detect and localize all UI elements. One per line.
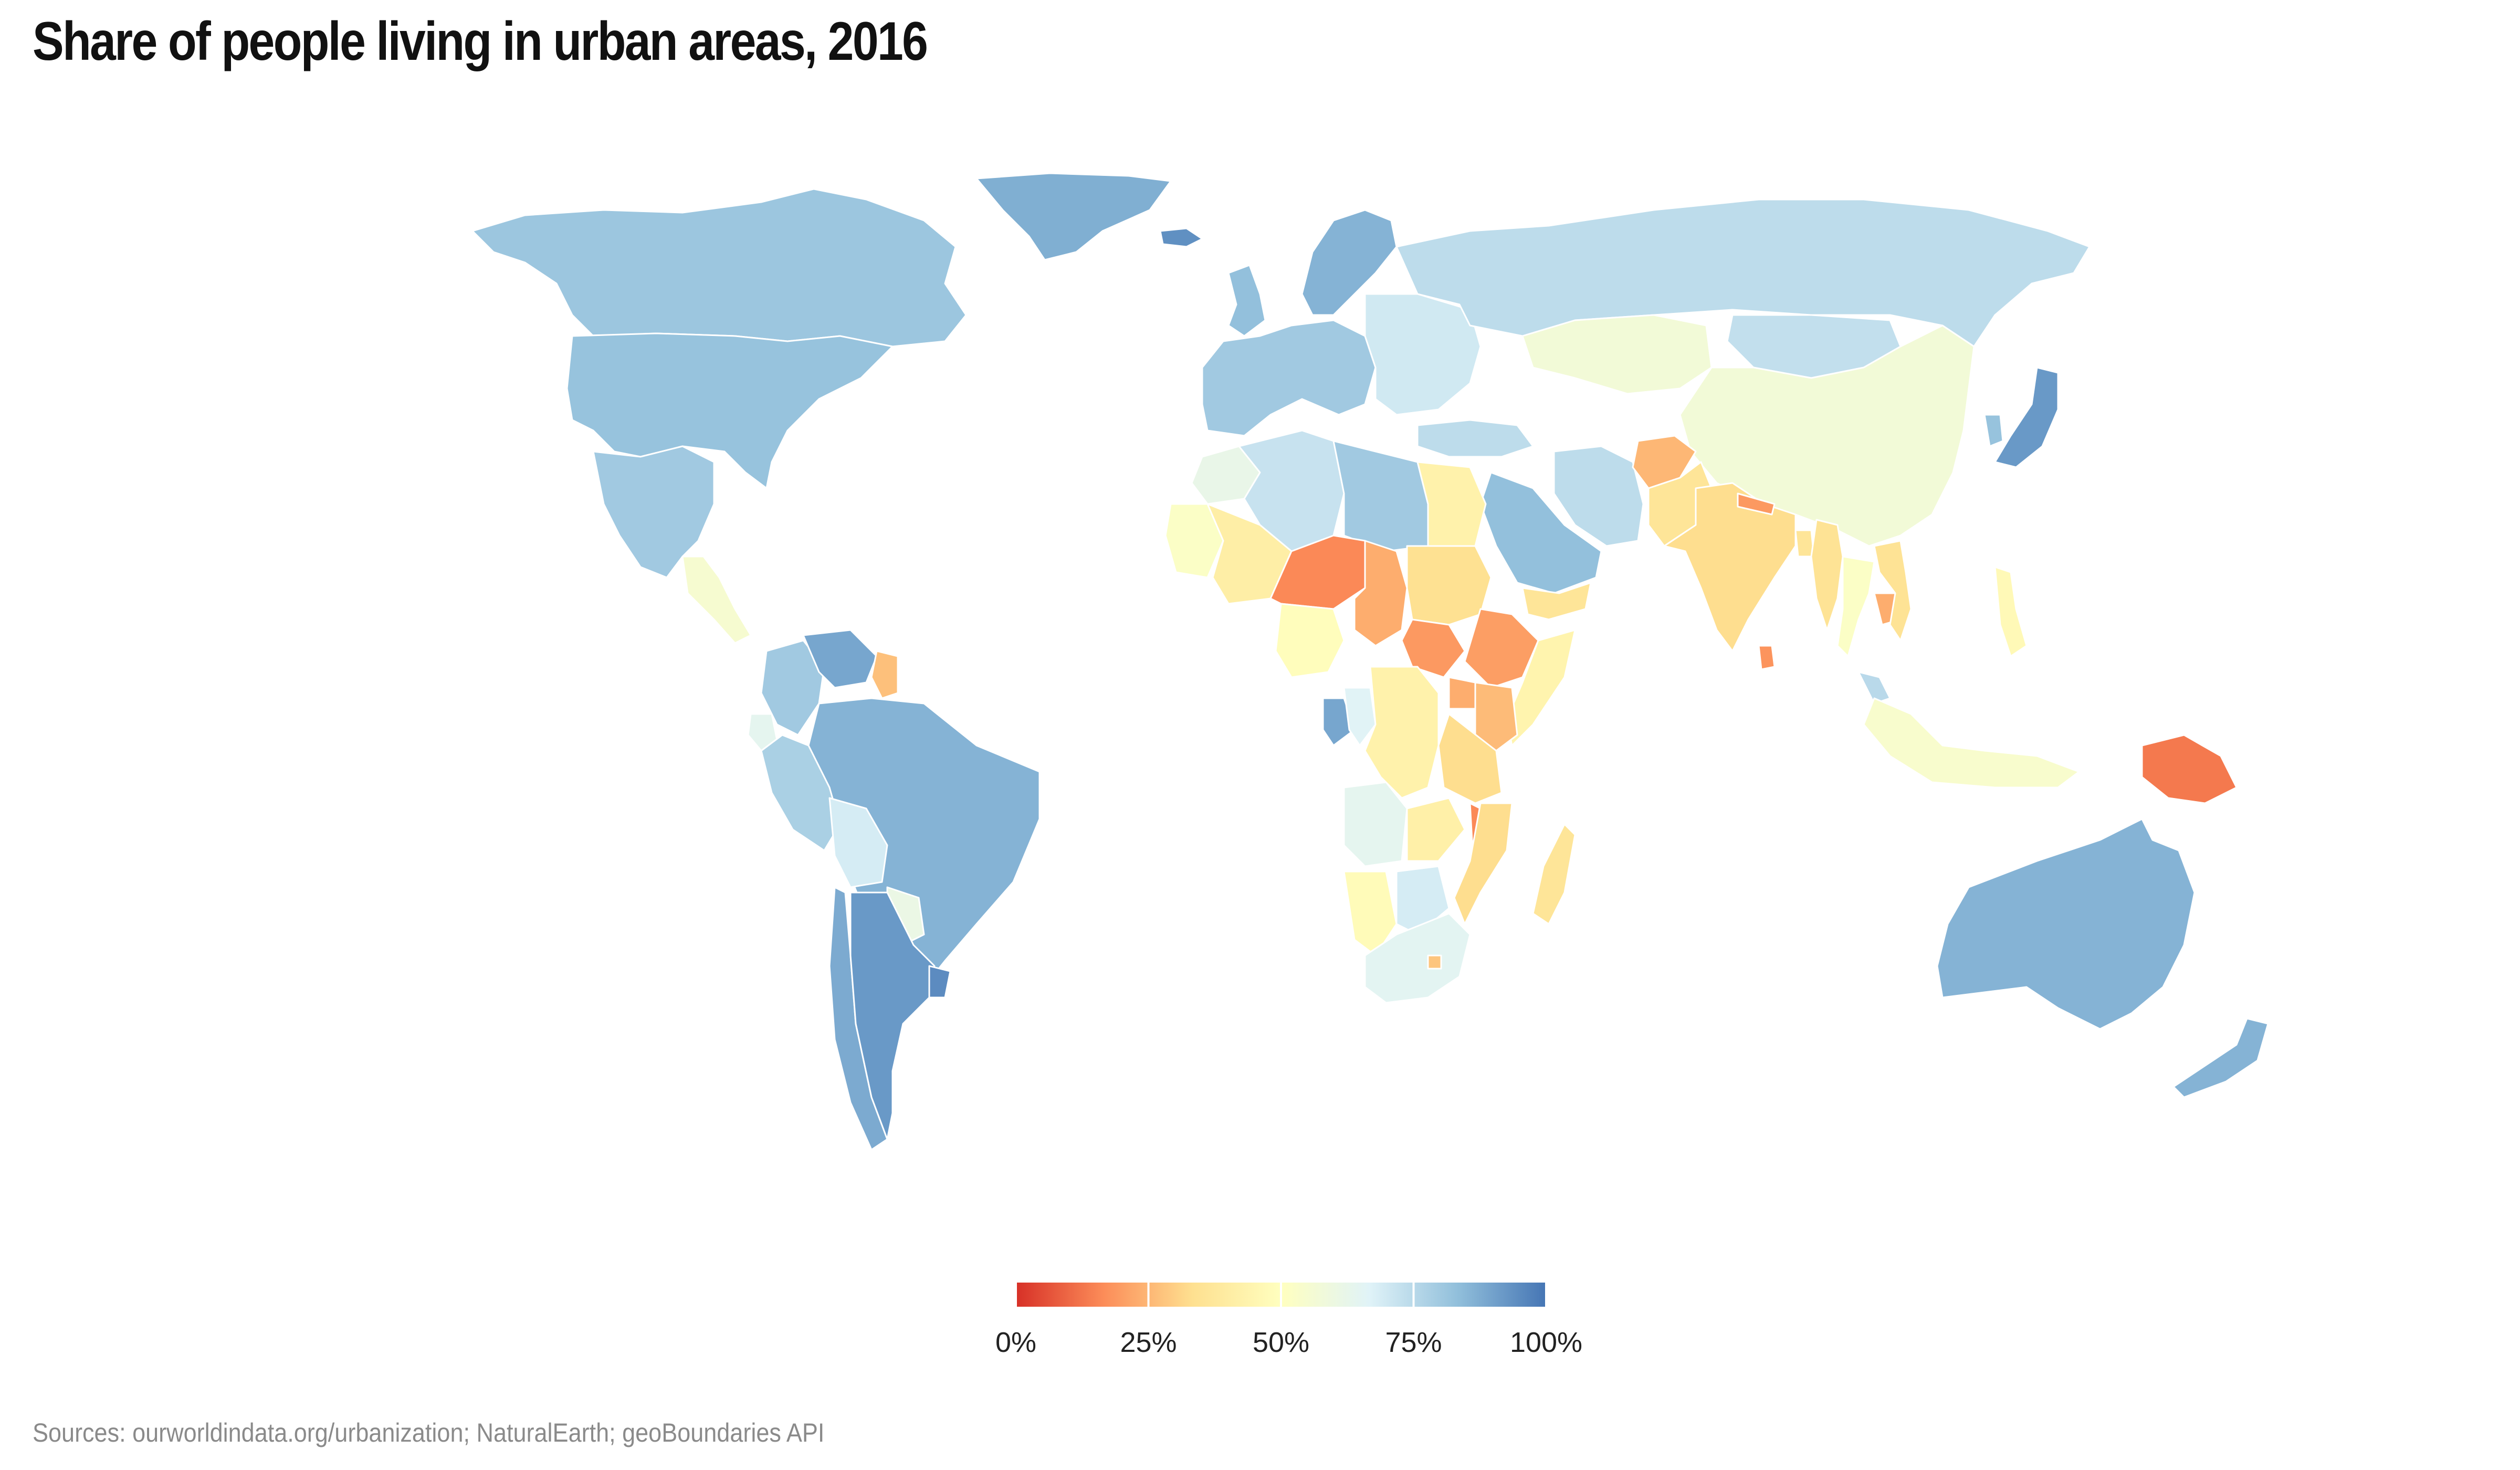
country-tanzania [1437,713,1503,804]
country-mozambique [1453,802,1513,925]
country-thailand [1836,555,1875,657]
country-malaysia [1857,671,1891,705]
country-nepal [1737,492,1776,516]
country-lesotho [1427,954,1442,970]
country-angola [1343,781,1408,867]
country-saudi-arabia [1479,471,1602,594]
color-legend: 0% 25% 50% 75% 100% [995,1283,1582,1358]
country-shapes [471,172,2269,1151]
country-south-sudan [1401,618,1466,678]
country-united-states [566,332,894,489]
country-kenya [1474,681,1518,752]
country-venezuela [802,629,878,689]
country-nigeria [1275,603,1345,678]
country-namibia [1343,870,1398,957]
country-south-korea [1983,414,2004,447]
country-sri-lanka [1758,645,1776,670]
country-somalia [1506,629,1576,747]
country-guyana [870,650,899,699]
country-sudan [1406,545,1492,626]
country-greenland [975,172,1172,261]
country-ethiopia [1464,608,1539,689]
legend-tick-label: 25% [1120,1327,1177,1358]
legend-tick-label: 100% [1510,1327,1582,1358]
country-new-zealand [2172,1017,2269,1098]
country-united-kingdom [1227,264,1266,337]
country-japan [1994,366,2059,468]
country-philippines [1994,566,2028,657]
legend-tick-label: 75% [1385,1327,1442,1358]
country-myanmar [1810,519,1844,631]
country-zambia [1406,797,1466,862]
legend-tick-label: 50% [1253,1327,1309,1358]
country-australia [1936,818,2196,1030]
country-bolivia [828,797,888,888]
country-iran [1553,445,1644,547]
country-congo [1343,687,1377,747]
country-russia [1395,198,2091,348]
country-egypt [1416,461,1487,547]
country-niger [1269,534,1366,610]
country-eastern-europe [1364,293,1482,416]
country-iceland [1159,227,1203,248]
country-kazakhstan [1521,314,1713,395]
country-indonesia [1863,697,2080,789]
country-uruguay [928,965,951,999]
country-chad [1353,540,1408,647]
country-turkey [1416,419,1534,458]
country-vietnam [1873,540,1912,642]
country-dr-congo [1364,666,1440,799]
source-note: Sources: ourworldindata.org/urbanization… [33,1418,825,1447]
country-mexico [592,445,715,579]
country-mali [1206,503,1293,605]
country-uganda [1448,676,1476,710]
page-title: Share of people living in urban areas, 2… [33,11,928,72]
country-papua-new-guinea [2141,734,2238,804]
legend-tick-label: 0% [995,1327,1036,1358]
country-madagascar [1532,823,1576,925]
country-argentina [849,891,936,1140]
country-western-europe [1201,319,1377,437]
country-yemen [1521,582,1592,621]
legend-ticks: 0% 25% 50% 75% 100% [995,1283,1582,1358]
country-central-america [681,555,752,644]
country-libya [1332,440,1429,552]
country-canada [471,188,967,348]
country-south-africa [1364,912,1471,1004]
